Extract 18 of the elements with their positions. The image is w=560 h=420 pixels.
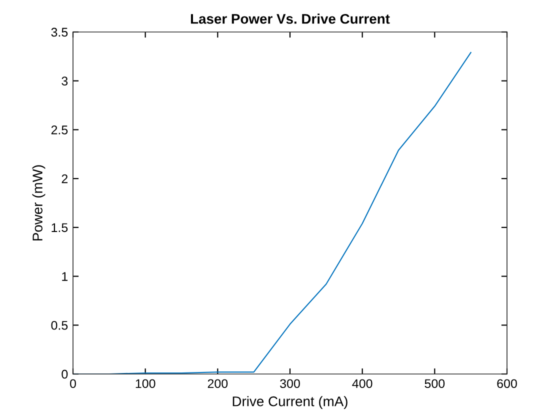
y-tick-label: 1.5	[52, 223, 68, 232]
y-tick-label: 0.5	[51, 320, 68, 330]
y-tick-label: 2	[62, 174, 68, 184]
x-tick-label: 300	[280, 379, 300, 388]
x-tick-label: 100	[136, 379, 156, 388]
y-tick-label: 1	[62, 272, 68, 281]
x-tick-label: 200	[208, 379, 228, 388]
chart-title: Laser Power Vs. Drive Current	[190, 14, 390, 24]
y-tick-label: 3.5	[51, 28, 68, 37]
y-tick-label: 0	[62, 370, 68, 379]
y-axis-title: Power (mW)	[32, 165, 46, 240]
y-tick-label: 3	[62, 76, 68, 86]
x-tick-label: 600	[497, 379, 517, 388]
x-tick-label: 500	[424, 379, 445, 388]
y-tick-label: 2.5	[51, 126, 68, 134]
x-tick-label: 400	[352, 379, 372, 388]
x-tick-label: 0	[70, 379, 76, 388]
x-axis-title: Drive Current (mA)	[232, 396, 348, 410]
